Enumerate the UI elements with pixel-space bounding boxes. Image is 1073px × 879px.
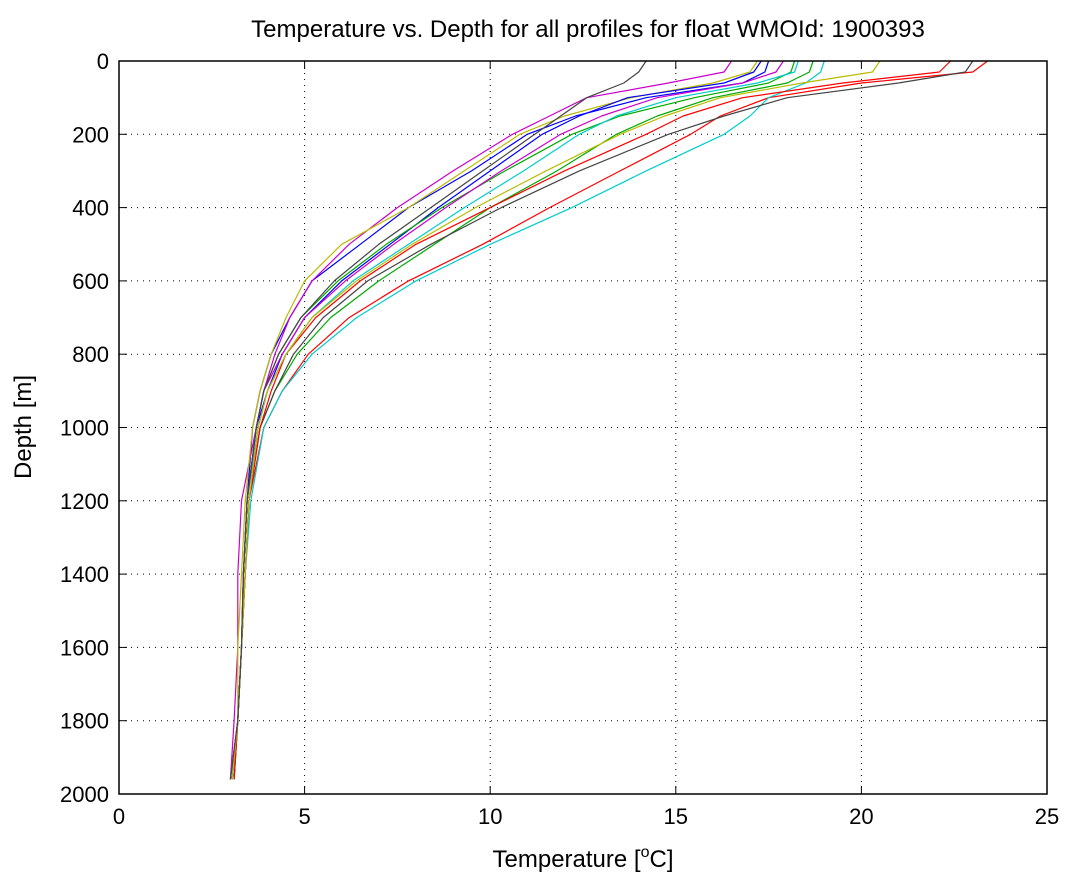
profile-line [229,60,647,780]
x-axis-title: Temperature [oC] [493,844,674,873]
x-tick-label: 0 [113,804,125,829]
y-axis-title: Depth [m] [10,375,37,479]
x-axis-title-prefix: Temperature [ [493,846,641,873]
y-tick-label: 2000 [60,782,109,807]
x-tick-label: 20 [849,804,873,829]
chart-title: Temperature vs. Depth for all profiles f… [251,16,925,43]
y-tick-label: 1400 [60,562,109,587]
x-tick-label: 25 [1035,804,1059,829]
y-tick-label: 1000 [60,416,109,441]
axis-ticks: 0 5 10 15 20 25 0 200 400 600 800 1000 1200 1400 1600 1… [60,49,1059,829]
y-tick-label: 1600 [60,635,109,660]
y-tick-label: 200 [72,122,109,147]
y-tick-label: 1200 [60,489,109,514]
x-tick-label: 10 [478,804,502,829]
x-axis-title-superscript: o [641,844,650,861]
y-tick-label: 800 [72,342,109,367]
y-tick-label: 600 [72,269,109,294]
profile-lines [229,60,988,780]
x-axis-title-suffix: C] [649,846,673,873]
y-tick-label: 0 [97,49,109,74]
profile-line [231,60,881,780]
x-tick-label: 15 [664,804,688,829]
y-tick-label: 1800 [60,709,109,734]
x-tick-label: 5 [298,804,310,829]
grid [119,61,1047,794]
y-tick-label: 400 [72,196,109,221]
